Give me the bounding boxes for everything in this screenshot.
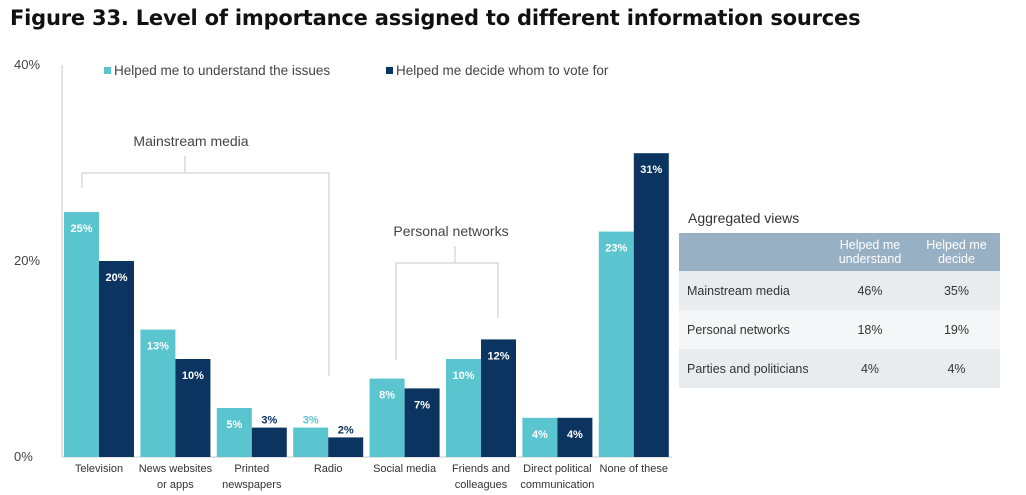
y-tick-label: 40% [14, 57, 40, 72]
data-label: 5% [226, 419, 242, 431]
bar [522, 417, 558, 457]
y-tick-label: 0% [14, 449, 33, 464]
bar [175, 359, 211, 457]
bar [404, 388, 440, 457]
category-label: colleagues [455, 479, 508, 491]
bar [557, 417, 593, 457]
bar [140, 329, 176, 457]
annotation-bracket [395, 262, 499, 360]
data-label: 4% [532, 429, 548, 441]
table-header-blank [679, 233, 827, 271]
data-label: 12% [487, 350, 509, 362]
bar [598, 231, 634, 457]
data-label: 13% [147, 341, 169, 353]
table-header-row: Helped me understand Helped me decide [679, 233, 1000, 271]
bar-chart: 0% 20% 40% 25% 13% 5% 3% 8% 10% 4% 23% 20% 10% 3% 2% 7%… [14, 57, 672, 491]
bar [328, 437, 364, 457]
data-label: 10% [452, 370, 474, 382]
table-header-understand: Helped me understand [827, 233, 913, 271]
row-decide-value: 35% [913, 271, 1000, 310]
bar [216, 408, 252, 457]
category-label: Social media [373, 463, 437, 475]
bar [369, 378, 405, 457]
legend-label: Helped me decide whom to vote for [396, 63, 609, 78]
annotation-label: Mainstream media [133, 133, 248, 149]
category-label: or apps [157, 479, 194, 491]
row-label: Personal networks [679, 310, 827, 349]
category-label: Friends and [452, 463, 510, 475]
aggregated-views-table: Helped me understand Helped me decide Ma… [679, 233, 1000, 388]
data-label: 20% [105, 272, 127, 284]
data-label: 25% [70, 223, 92, 235]
data-label: 2% [338, 424, 354, 436]
annotation-bracket [81, 172, 330, 376]
category-label: communication [520, 479, 594, 491]
aggregated-views-title: Aggregated views [688, 210, 800, 226]
row-label: Parties and politicians [679, 349, 827, 388]
row-label: Mainstream media [679, 271, 827, 310]
data-label: 4% [567, 429, 583, 441]
row-understand-value: 18% [827, 310, 913, 349]
category-label: Printed [234, 463, 269, 475]
table-row: Mainstream media 46% 35% [679, 271, 1000, 310]
data-label: 31% [640, 164, 662, 176]
table-row: Personal networks 18% 19% [679, 310, 1000, 349]
table-row: Parties and politicians 4% 4% [679, 349, 1000, 388]
data-label: 23% [605, 243, 627, 255]
data-label: 8% [379, 390, 395, 402]
data-label: 7% [414, 399, 430, 411]
data-label: 10% [182, 370, 204, 382]
bar [481, 339, 516, 457]
figure-title: Figure 33. Level of importance assigned … [10, 6, 861, 30]
bar [99, 261, 134, 457]
bar [446, 359, 481, 457]
bar [64, 212, 99, 457]
table-header-decide: Helped me decide [913, 233, 1000, 271]
category-label: None of these [600, 463, 669, 475]
annotation-label: Personal networks [393, 223, 508, 239]
row-understand-value: 4% [827, 349, 913, 388]
bar [293, 427, 329, 457]
row-decide-value: 19% [913, 310, 1000, 349]
category-label: newspapers [222, 479, 282, 491]
category-label: Direct political [523, 463, 591, 475]
bar [633, 153, 669, 457]
bar [251, 427, 287, 457]
row-understand-value: 46% [827, 271, 913, 310]
category-label: Radio [314, 463, 343, 475]
legend-swatch [104, 67, 111, 74]
y-tick-label: 20% [14, 253, 40, 268]
category-label: Television [75, 463, 123, 475]
legend-label: Helped me to understand the issues [114, 63, 330, 78]
row-decide-value: 4% [913, 349, 1000, 388]
data-label: 3% [261, 415, 277, 427]
data-label: 3% [303, 415, 319, 427]
legend-swatch [386, 67, 393, 74]
category-label: News websites [139, 463, 213, 475]
